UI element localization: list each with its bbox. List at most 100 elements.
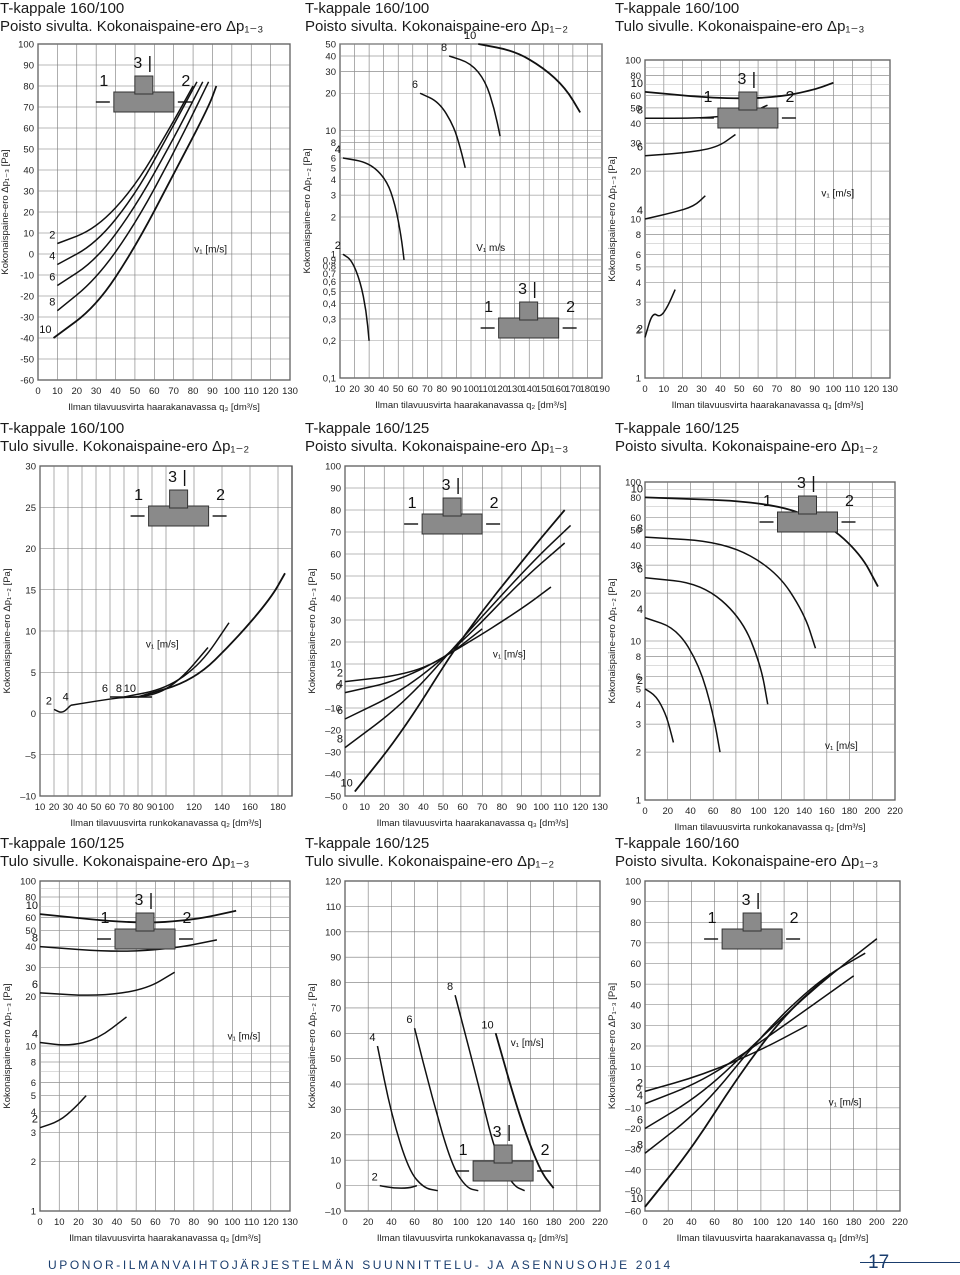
y-tick-label: 0,9 bbox=[323, 255, 336, 266]
x-tick-label: 60 bbox=[150, 1217, 161, 1228]
y-tick-label: 4 bbox=[636, 700, 641, 711]
x-tick-label: 100 bbox=[463, 384, 479, 395]
port-label-1: 1 bbox=[408, 495, 417, 512]
y-tick-label: 8 bbox=[636, 230, 641, 241]
x-tick-label: 120 bbox=[263, 386, 279, 397]
x-tick-label: 50 bbox=[438, 802, 449, 813]
y-tick-label: 60 bbox=[630, 91, 641, 102]
series-line-6 bbox=[413, 1028, 479, 1192]
series-label-8: 8 bbox=[49, 297, 55, 309]
y-tick-label: 25 bbox=[25, 503, 36, 514]
tee-body bbox=[421, 513, 483, 535]
y-tick-label: 10 bbox=[23, 229, 34, 240]
y-tick-label: 100 bbox=[625, 877, 641, 888]
x-tick-label: 100 bbox=[533, 802, 549, 813]
x-tick-label: 10 bbox=[659, 384, 670, 395]
x-tick-label: 0 bbox=[642, 806, 647, 817]
series-line-2 bbox=[379, 1184, 418, 1189]
x-tick-label: 90 bbox=[207, 386, 218, 397]
chart-title: T-kappale 160/125 bbox=[305, 835, 430, 852]
y-tick-label: 0 bbox=[29, 250, 34, 261]
y-tick-label: 10 bbox=[630, 1062, 641, 1073]
port-label-1: 1 bbox=[708, 910, 717, 927]
series-line-4 bbox=[376, 1045, 438, 1192]
y-tick-label: 0 bbox=[336, 1181, 341, 1192]
y-tick-label: 60 bbox=[330, 1029, 341, 1040]
x-axis-label: Ilman tilavuusvirta haarakanavassa q₃ [d… bbox=[69, 1233, 261, 1244]
x-tick-label: 0 bbox=[642, 1217, 647, 1228]
port-label-2: 2 bbox=[566, 299, 575, 316]
series-label-4: 4 bbox=[337, 679, 343, 691]
series-line-8 bbox=[644, 536, 817, 649]
series-line-4 bbox=[644, 617, 721, 753]
chart-title: T-kappale 160/100 bbox=[305, 0, 430, 17]
x-tick-label: 60 bbox=[409, 1217, 420, 1228]
y-tick-label: 40 bbox=[630, 1000, 641, 1011]
series-label-2: 2 bbox=[337, 668, 343, 680]
series-label-2: 2 bbox=[372, 1172, 378, 1184]
y-axis-label: Kokonaispaine-ero Δp₁₋₃ [Pa] bbox=[0, 149, 11, 274]
x-tick-label: 60 bbox=[149, 386, 160, 397]
x-tick-label: 30 bbox=[63, 802, 74, 813]
y-tick-label: 40 bbox=[330, 1080, 341, 1091]
y-tick-label: 100 bbox=[18, 40, 34, 51]
x-tick-label: 160 bbox=[819, 806, 835, 817]
chart-subtitle: Poisto sivulta. Kokonaispaine-ero Δp₁₋₃ bbox=[305, 438, 569, 455]
y-axis-label: Kokonaispaine-ero Δp₁₋₃ [Pa] bbox=[307, 568, 318, 693]
y-tick-label: 80 bbox=[630, 918, 641, 929]
y-tick-label: 3 bbox=[331, 191, 336, 202]
x-tick-label: 20 bbox=[379, 802, 390, 813]
x-tick-label: 50 bbox=[131, 1217, 142, 1228]
x-tick-label: 90 bbox=[451, 384, 462, 395]
x-tick-label: 100 bbox=[224, 1217, 240, 1228]
chart-title: T-kappale 160/100 bbox=[0, 420, 125, 437]
y-tick-label: 80 bbox=[25, 892, 36, 903]
x-tick-label: 10 bbox=[359, 802, 370, 813]
velocity-label: v₁ [m/s] bbox=[194, 244, 227, 255]
y-tick-label: 5 bbox=[31, 668, 36, 679]
chart-subtitle: Tulo sivulle. Kokonaispaine-ero Δp₁₋₃ bbox=[0, 853, 250, 870]
port-label-1: 1 bbox=[459, 1142, 468, 1159]
x-tick-label: 110 bbox=[244, 1217, 259, 1228]
y-tick-label: 8 bbox=[31, 1057, 36, 1068]
y-tick-label: 0,4 bbox=[323, 299, 336, 310]
x-tick-label: 200 bbox=[864, 806, 880, 817]
x-tick-label: 50 bbox=[393, 384, 404, 395]
x-axis-label: Ilman tilavuusvirta runkokanavassa q₂ [d… bbox=[70, 818, 261, 829]
y-axis-label: Kokonaispaine-ero ΔP₁₋₃ [Pa] bbox=[607, 983, 618, 1109]
velocity-label: v₁ [m/s] bbox=[511, 1038, 544, 1049]
series-label-8: 8 bbox=[447, 981, 453, 993]
y-tick-label: -50 bbox=[20, 355, 34, 366]
chart-panel-p6: T-kappale 160/125 Poisto sivulta. Kokona… bbox=[607, 420, 960, 833]
port-label-2: 2 bbox=[183, 910, 192, 927]
tee-body bbox=[498, 317, 560, 339]
series-line-8 bbox=[39, 939, 218, 952]
chart-panel-p7: T-kappale 160/125 Tulo sivulle. Kokonais… bbox=[0, 835, 300, 1250]
y-tick-label: 3 bbox=[31, 1128, 36, 1139]
x-tick-label: 60 bbox=[708, 806, 719, 817]
y-tick-label: 20 bbox=[330, 1130, 341, 1141]
series-label-4: 4 bbox=[63, 691, 69, 703]
y-tick-label: 30 bbox=[25, 963, 36, 974]
x-tick-label: 90 bbox=[147, 802, 158, 813]
x-tick-label: 30 bbox=[92, 1217, 103, 1228]
tee-branch bbox=[738, 91, 758, 111]
port-label-1: 1 bbox=[484, 299, 493, 316]
x-tick-label: 140 bbox=[796, 806, 812, 817]
series-label-2: 2 bbox=[637, 1077, 643, 1089]
y-tick-label: 50 bbox=[25, 926, 36, 937]
x-tick-label: 130 bbox=[507, 384, 523, 395]
x-tick-label: 130 bbox=[882, 384, 898, 395]
x-tick-label: 130 bbox=[592, 802, 608, 813]
y-tick-label: 0,5 bbox=[323, 287, 336, 298]
x-axis-label: Ilman tilavuusvirta haarakanavassa q₃ [d… bbox=[68, 402, 260, 413]
y-tick-label: 40 bbox=[23, 166, 34, 177]
y-tick-label: 80 bbox=[23, 82, 34, 93]
port-label-2: 2 bbox=[790, 910, 799, 927]
x-tick-label: 30 bbox=[696, 384, 707, 395]
x-axis-label: Ilman tilavuusvirta runkokanavassa q₂ [d… bbox=[674, 822, 865, 833]
x-tick-label: 80 bbox=[497, 802, 508, 813]
series-line-8 bbox=[123, 622, 230, 698]
series-line-10 bbox=[644, 973, 832, 1208]
x-tick-label: 120 bbox=[776, 1217, 792, 1228]
